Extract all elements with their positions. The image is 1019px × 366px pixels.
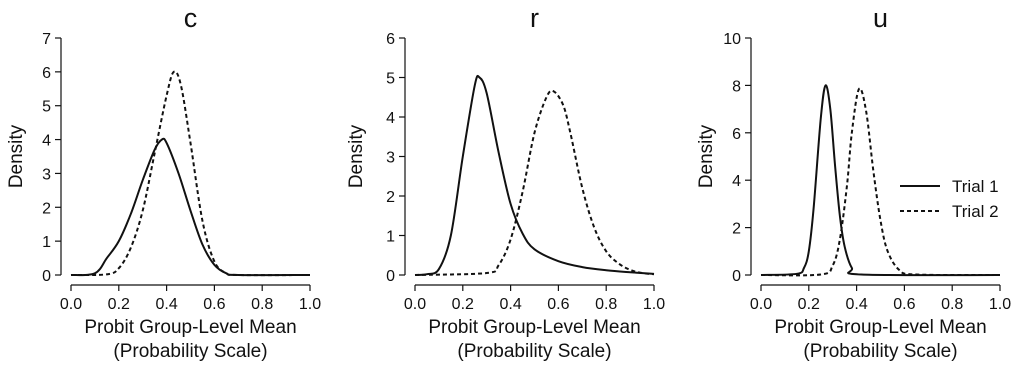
x-axis-label: (Probability Scale) xyxy=(113,341,267,362)
x-tick-label: 0.4 xyxy=(845,296,867,313)
y-tick-label: 10 xyxy=(723,31,741,48)
y-tick-label: 2 xyxy=(42,200,51,217)
x-axis-label: Probit Group-Level Mean xyxy=(428,317,640,338)
y-tick-label: 3 xyxy=(386,150,395,167)
x-axis-label: (Probability Scale) xyxy=(457,341,611,362)
density-curve-trial-2 xyxy=(70,70,311,277)
y-tick-label: 6 xyxy=(386,31,395,48)
y-tick-label: 5 xyxy=(386,71,395,88)
density-curve-trial-2 xyxy=(414,89,655,276)
y-tick-label: 0 xyxy=(42,268,51,285)
x-axis-label: Probit Group-Level Mean xyxy=(84,317,296,338)
density-curve-trial-2 xyxy=(760,87,1001,277)
x-tick-label: 0.8 xyxy=(595,296,617,313)
y-tick-label: 4 xyxy=(732,173,741,190)
panel-title: r xyxy=(530,3,539,33)
x-axis-label: Probit Group-Level Mean xyxy=(774,317,986,338)
y-axis-label: Density xyxy=(696,124,717,188)
y-axis-label: Density xyxy=(6,124,27,188)
x-tick-label: 0.2 xyxy=(798,296,820,313)
y-tick-label: 6 xyxy=(42,65,51,82)
x-tick-label: 0.0 xyxy=(750,296,772,313)
density-curve-trial-1 xyxy=(760,84,1001,277)
x-tick-label: 0.4 xyxy=(499,296,521,313)
panel-title: u xyxy=(873,3,888,33)
x-tick-label: 0.4 xyxy=(155,296,177,313)
y-tick-label: 0 xyxy=(386,268,395,285)
density-curve-trial-1 xyxy=(414,74,655,276)
density-curve-trial-1 xyxy=(70,137,311,277)
y-tick-label: 3 xyxy=(42,166,51,183)
x-tick-label: 0.8 xyxy=(941,296,963,313)
y-tick-label: 7 xyxy=(42,31,51,48)
x-tick-label: 0.6 xyxy=(893,296,915,313)
y-tick-label: 2 xyxy=(386,189,395,206)
y-tick-label: 5 xyxy=(42,99,51,116)
panel-c: c 0 1 2 3 4 5 6 7 0.0 0.2 0.4 0.6 0.8 1.0 Density Probit… xyxy=(6,3,321,362)
y-tick-label: 0 xyxy=(732,268,741,285)
panel-title: c xyxy=(184,3,198,33)
x-tick-label: 1.0 xyxy=(989,296,1011,313)
x-tick-label: 0.6 xyxy=(203,296,225,313)
y-axis-label: Density xyxy=(346,124,367,188)
x-tick-label: 1.0 xyxy=(299,296,321,313)
x-axis-label: (Probability Scale) xyxy=(803,341,957,362)
legend-label: Trial 1 xyxy=(952,177,999,196)
y-tick-label: 1 xyxy=(42,234,51,251)
y-tick-label: 2 xyxy=(732,221,741,238)
x-tick-label: 0.2 xyxy=(108,296,130,313)
x-tick-label: 0.2 xyxy=(452,296,474,313)
x-tick-label: 0.8 xyxy=(251,296,273,313)
legend-label: Trial 2 xyxy=(952,202,999,221)
x-tick-label: 0.0 xyxy=(60,296,82,313)
x-tick-label: 1.0 xyxy=(643,296,665,313)
x-tick-label: 0.6 xyxy=(547,296,569,313)
y-tick-label: 4 xyxy=(42,133,51,150)
panel-u: u 0 2 4 6 8 10 0.0 0.2 0.4 0.6 0.8 1.0 Density Probit … xyxy=(696,3,1011,362)
panel-r: r 0 1 2 3 4 5 6 0.0 0.2 0.4 0.6 0.8 1.0 Density Probit … xyxy=(346,3,665,362)
y-tick-label: 8 xyxy=(732,78,741,95)
y-tick-label: 4 xyxy=(386,110,395,127)
y-tick-label: 1 xyxy=(386,229,395,246)
x-tick-label: 0.0 xyxy=(404,296,426,313)
y-tick-label: 6 xyxy=(732,126,741,143)
